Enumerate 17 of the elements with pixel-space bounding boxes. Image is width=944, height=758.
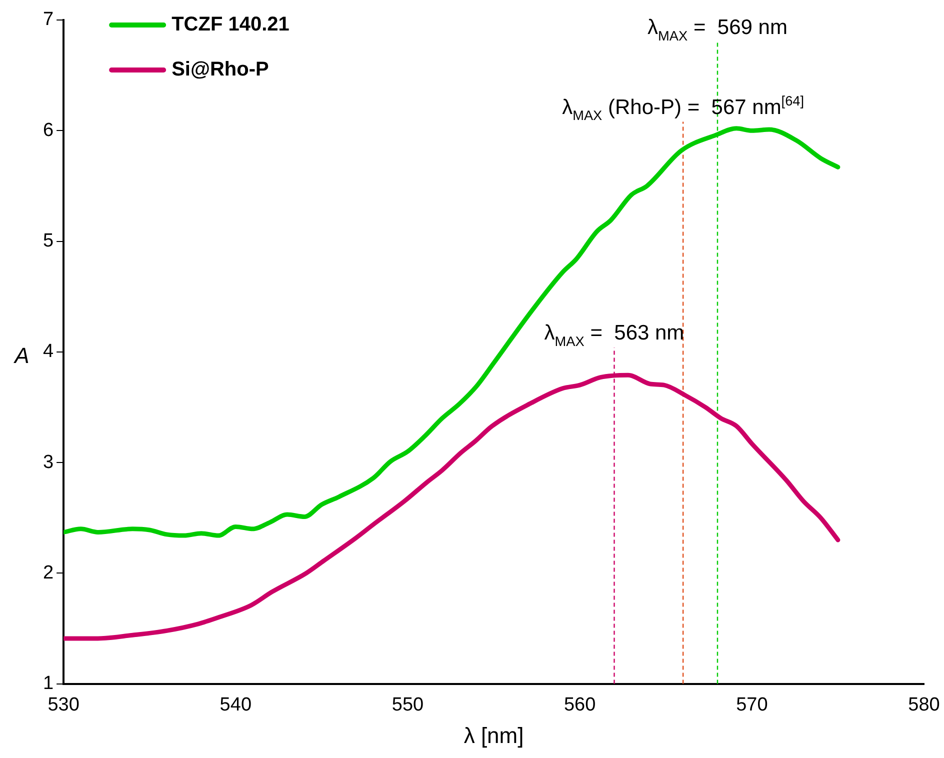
y-tick-label: 6 <box>42 120 54 141</box>
y-tick-label: 2 <box>42 562 54 584</box>
x-axis-title: λ [nm] <box>464 722 524 748</box>
x-tick-label: 560 <box>564 694 596 716</box>
legend-label: TCZF 140.21 <box>172 14 290 36</box>
x-tick-label: 550 <box>392 694 424 716</box>
y-tick-label: 4 <box>42 341 54 362</box>
y-tick-label: 7 <box>42 9 54 30</box>
y-axis-title: A <box>12 343 30 368</box>
legend-label: Si@Rho-P <box>172 58 269 81</box>
y-tick-label: 3 <box>42 452 54 473</box>
x-tick-label: 530 <box>48 694 80 716</box>
y-tick-label: 5 <box>42 230 54 252</box>
x-tick-label: 540 <box>220 694 252 716</box>
y-tick-label: 1 <box>42 673 54 694</box>
x-tick-label: 580 <box>908 694 940 716</box>
x-tick-label: 570 <box>736 694 768 716</box>
